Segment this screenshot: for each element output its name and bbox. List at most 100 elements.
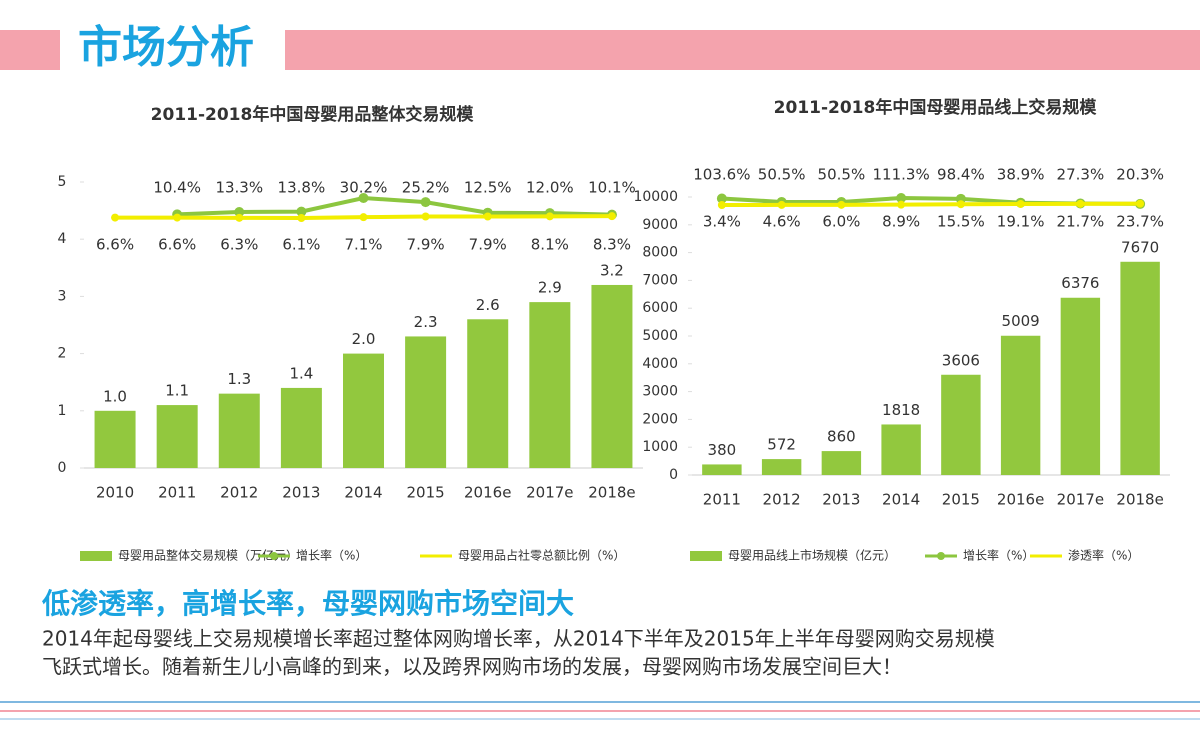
line-marker <box>420 197 431 208</box>
line-value-label: 25.2% <box>402 179 450 197</box>
y-tick-label: 3 <box>58 288 67 304</box>
line-value-label: 7.9% <box>469 236 507 254</box>
line-value-label: 38.9% <box>997 166 1045 184</box>
bar-value-label: 380 <box>708 441 737 459</box>
bar-value-label: 860 <box>827 428 856 446</box>
x-tick-label: 2016e <box>997 491 1044 509</box>
bar <box>1120 261 1160 475</box>
x-tick-label: 2015 <box>942 491 980 509</box>
paragraph-line: 飞跃式增长。随着新生儿小高峰的到来，以及跨界网购市场的发展，母婴网购市场发展空间… <box>42 655 902 679</box>
bar <box>218 393 260 468</box>
line-series <box>721 201 1141 207</box>
legend-swatch <box>80 551 112 561</box>
x-tick-label: 2013 <box>822 491 860 509</box>
legend-label: 母婴用品占社零总额比例（%） <box>458 548 625 563</box>
line-value-label: 98.4% <box>937 166 985 184</box>
x-tick-label: 2012 <box>763 491 801 509</box>
bar <box>405 336 447 468</box>
line-value-label: 15.5% <box>937 213 985 231</box>
bar-value-label: 1.0 <box>103 387 127 405</box>
line-value-label: 20.3% <box>1116 166 1164 184</box>
x-tick-label: 2016e <box>464 484 511 502</box>
line-value-label: 111.3% <box>873 166 930 184</box>
x-tick-label: 2014 <box>882 491 920 509</box>
line-value-label: 23.7% <box>1116 213 1164 231</box>
bar-value-label: 5009 <box>1002 312 1040 330</box>
y-tick-label: 2 <box>58 346 67 362</box>
line-value-label: 6.0% <box>822 213 860 231</box>
line-value-label: 8.9% <box>882 213 920 231</box>
page-title: 市场分析 <box>78 22 254 73</box>
line-value-label: 7.9% <box>407 236 445 254</box>
line-point <box>1136 199 1145 208</box>
line-value-label: 4.6% <box>763 213 801 231</box>
x-tick-label: 2010 <box>96 484 134 502</box>
y-tick-label: 9000 <box>642 217 678 233</box>
y-tick-label: 2000 <box>642 411 678 427</box>
y-tick-label: 5 <box>58 174 67 190</box>
line-value-label: 8.1% <box>531 236 569 254</box>
y-tick-label: 5000 <box>642 328 678 344</box>
line-point <box>717 201 726 209</box>
bar-value-label: 1818 <box>882 401 920 419</box>
x-tick-label: 2018e <box>588 484 635 502</box>
line-value-label: 21.7% <box>1057 213 1105 231</box>
line-point <box>297 214 306 222</box>
bar-value-label: 3606 <box>942 351 980 369</box>
bar <box>1000 335 1041 475</box>
legend-label: 母婴用品整体交易规模（万亿元） <box>118 548 298 563</box>
line-point <box>359 213 368 222</box>
y-tick-label: 6000 <box>642 300 678 316</box>
bar <box>881 424 921 475</box>
y-tick-label: 1000 <box>642 439 678 455</box>
x-tick-label: 2018e <box>1116 491 1163 509</box>
y-tick-label: 1 <box>58 403 67 419</box>
headline: 低渗透率，高增长率，母婴网购市场空间大 <box>41 587 574 620</box>
bar <box>591 284 633 468</box>
bar-value-label: 572 <box>767 436 796 454</box>
line-value-label: 6.3% <box>220 236 258 254</box>
line-marker <box>296 206 307 217</box>
line-value-label: 13.8% <box>278 179 326 197</box>
line-series <box>177 195 612 217</box>
bar-value-label: 2.6 <box>476 296 500 314</box>
bar-value-label: 2.0 <box>352 330 376 348</box>
line-value-label: 30.2% <box>340 179 388 197</box>
bar <box>761 459 802 475</box>
chart-title: 2011-2018年中国母婴用品线上交易规模 <box>774 97 1098 118</box>
legend-label: 母婴用品线上市场规模（亿元） <box>728 548 896 563</box>
y-tick-label: 0 <box>669 467 678 483</box>
bar-value-label: 2.3 <box>414 313 438 331</box>
line-value-label: 50.5% <box>758 166 806 184</box>
legend-label: 渗透率（%） <box>1068 548 1139 563</box>
bar <box>94 410 136 468</box>
header-block <box>0 30 60 70</box>
line-value-label: 12.5% <box>464 179 512 197</box>
x-tick-label: 2011 <box>158 484 196 502</box>
bar <box>1060 297 1101 475</box>
line-marker <box>896 193 907 203</box>
y-tick-label: 10000 <box>633 189 678 205</box>
bar-value-label: 7670 <box>1121 238 1159 256</box>
bar <box>156 405 198 468</box>
legend-marker <box>270 552 278 560</box>
line-value-label: 6.6% <box>158 236 196 254</box>
y-tick-label: 7000 <box>642 272 678 288</box>
x-tick-label: 2012 <box>220 484 258 502</box>
bar <box>529 302 571 468</box>
line-point <box>1016 199 1025 208</box>
line-value-label: 8.3% <box>593 236 631 254</box>
line-value-label: 6.6% <box>96 236 134 254</box>
bar <box>467 319 509 468</box>
bar-value-label: 1.3 <box>227 370 251 388</box>
line-point <box>483 212 492 221</box>
line-marker <box>234 207 245 218</box>
line-point <box>956 200 965 209</box>
x-tick-label: 2015 <box>407 484 445 502</box>
line-marker <box>716 193 727 204</box>
line-point <box>111 213 120 222</box>
bar-value-label: 6376 <box>1061 274 1099 292</box>
y-tick-label: 4000 <box>642 356 678 372</box>
bar <box>821 451 862 475</box>
bar <box>702 464 742 475</box>
